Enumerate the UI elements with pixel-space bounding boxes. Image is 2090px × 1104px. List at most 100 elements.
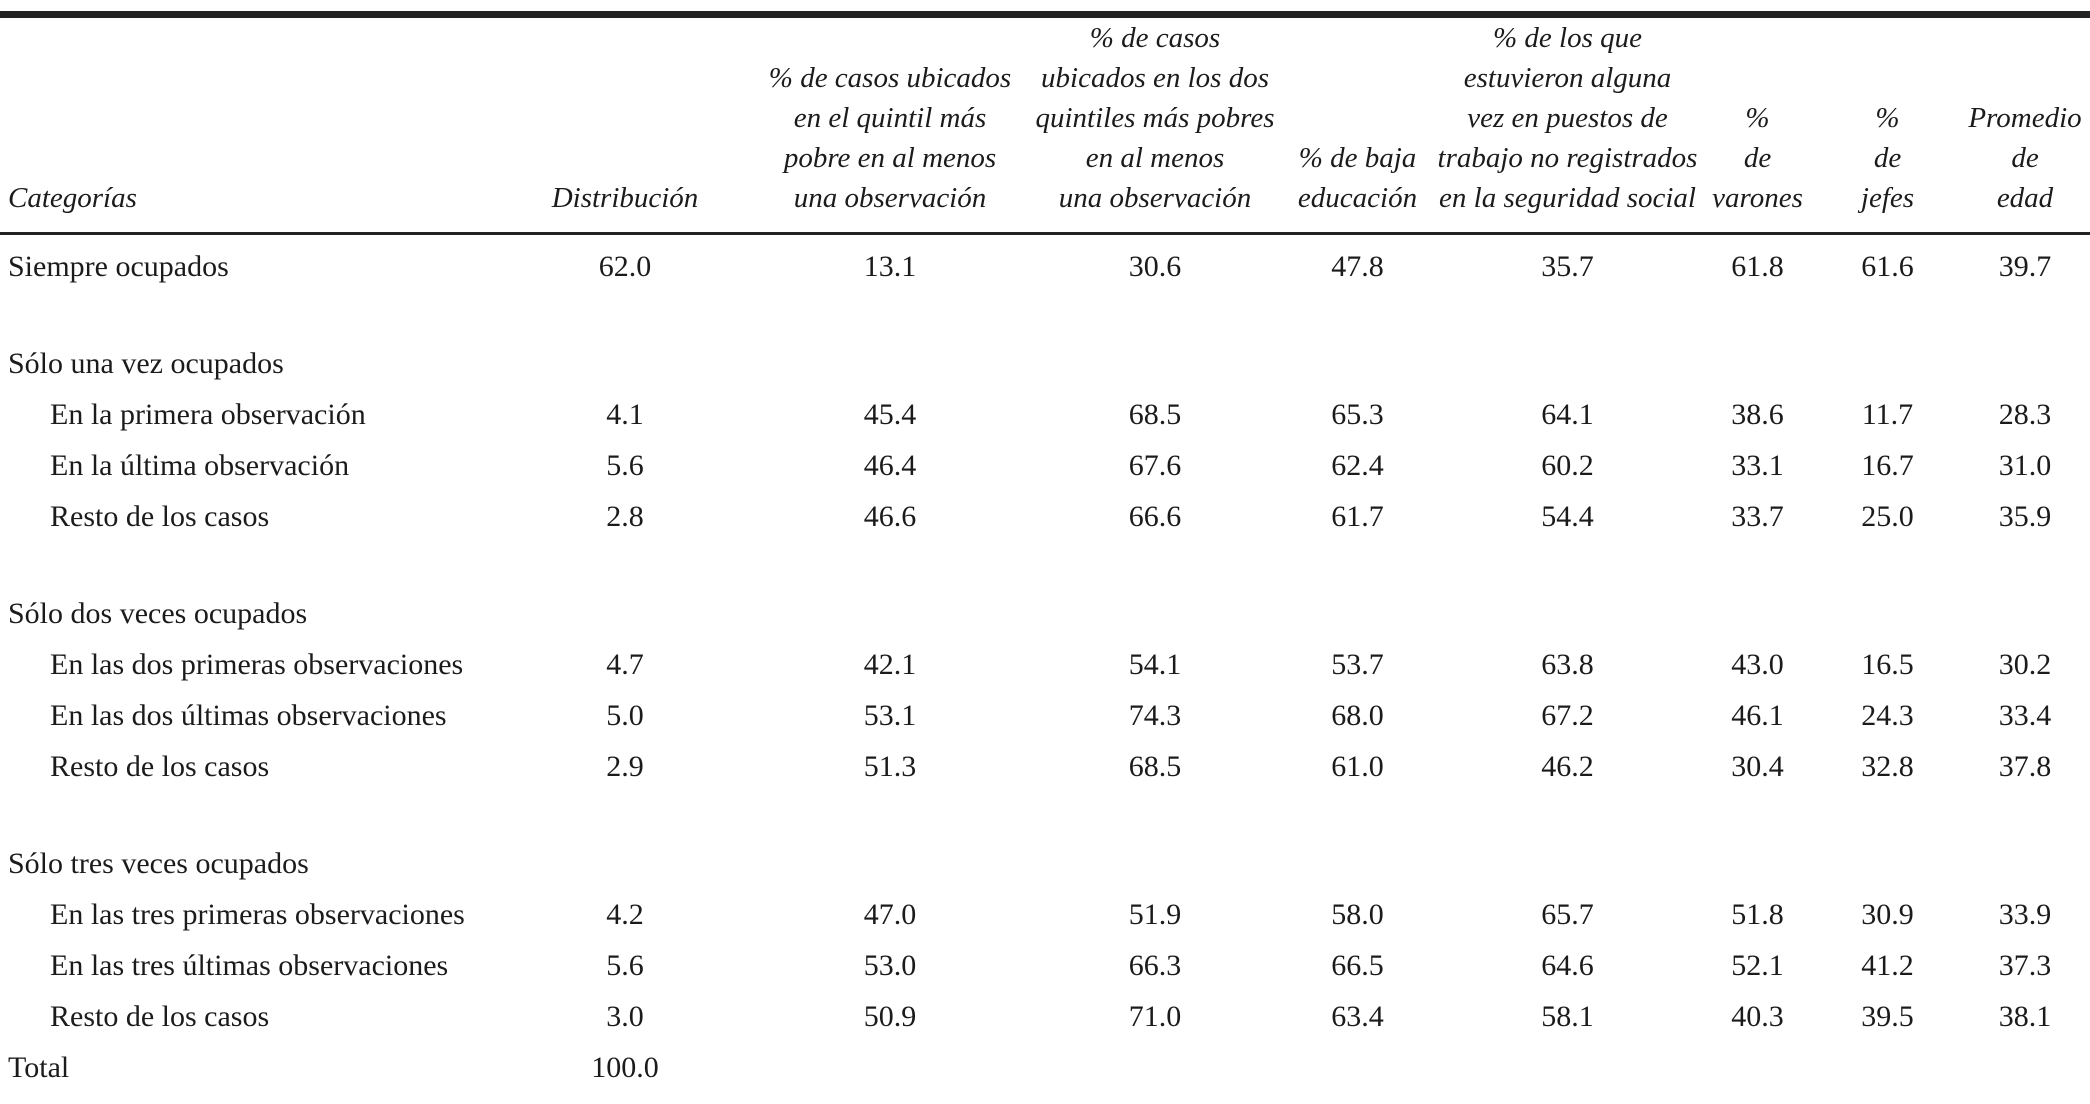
value-cell: 31.0 — [1998, 448, 2052, 482]
value-cell — [1815, 588, 1960, 639]
column-header-line: quintiles más pobres — [1035, 102, 1275, 134]
column-header-line: % — [1875, 102, 1900, 134]
column-header-promedio-edad: Promedio de edad — [1960, 18, 2090, 235]
value-cell: 47.0 — [863, 897, 917, 931]
column-header-line: % de baja — [1298, 142, 1417, 174]
spacer-row — [0, 542, 2090, 588]
category-cell: En las dos últimas observaciones — [50, 698, 447, 732]
value-cell: 35.9 — [1998, 499, 2052, 533]
value-cell: 61.6 — [1861, 249, 1914, 283]
value-cell: 63.8 — [1541, 647, 1594, 681]
value-cell: 53.1 — [863, 698, 917, 732]
value-cell: 51.8 — [1731, 897, 1784, 931]
value-cell — [750, 588, 1030, 639]
column-header-line: Promedio — [1968, 102, 2082, 134]
value-cell — [750, 838, 1030, 889]
value-cell: 68.5 — [1128, 749, 1182, 783]
column-header-line: en el quintil más — [793, 102, 987, 134]
group-label: Sólo una vez ocupados — [8, 346, 284, 380]
group-header-row: Sólo dos veces ocupados — [0, 588, 2090, 639]
column-header-line: jefes — [1860, 182, 1915, 214]
spacer-cell — [0, 542, 2090, 588]
category-cell: Resto de los casos — [50, 499, 270, 533]
value-cell: 50.9 — [863, 999, 917, 1033]
value-cell — [500, 588, 750, 639]
value-cell: 11.7 — [1861, 397, 1914, 431]
value-cell: 38.6 — [1731, 397, 1784, 431]
column-header-line: % de casos — [1089, 22, 1221, 54]
value-cell: 33.1 — [1731, 448, 1784, 482]
column-header-line: educación — [1297, 182, 1418, 214]
value-cell — [1435, 1042, 1700, 1093]
column-header-baja-educacion: % de baja educación — [1280, 18, 1435, 235]
value-cell: 67.6 — [1128, 448, 1182, 482]
value-cell: 40.3 — [1731, 999, 1784, 1033]
column-header-line: en la seguridad social — [1439, 182, 1696, 214]
category-cell: Siempre ocupados — [8, 249, 229, 283]
value-cell: 62.0 — [598, 249, 652, 283]
value-cell: 16.5 — [1861, 647, 1914, 681]
category-cell: En las dos primeras observaciones — [50, 647, 464, 681]
value-cell — [1280, 338, 1435, 389]
value-cell — [1700, 838, 1815, 889]
column-header-categorias: Categorías — [0, 18, 500, 235]
value-cell: 52.1 — [1731, 948, 1784, 982]
value-cell — [1960, 838, 2090, 889]
value-cell: 54.1 — [1128, 647, 1182, 681]
spacer-cell — [0, 292, 2090, 338]
value-cell: 68.5 — [1128, 397, 1182, 431]
value-cell: 30.9 — [1861, 897, 1914, 931]
value-cell — [1280, 1042, 1435, 1093]
value-cell — [1435, 588, 1700, 639]
table-row: Resto de los casos 3.0 50.9 71.0 63.4 58.1 40.… — [0, 991, 2090, 1042]
value-cell: 33.4 — [1998, 698, 2052, 732]
value-cell: 5.6 — [606, 948, 644, 982]
column-header-line: estuvieron alguna — [1463, 62, 1672, 94]
value-cell: 33.9 — [1998, 897, 2052, 931]
value-cell: 46.6 — [863, 499, 917, 533]
column-header-line: vez en puestos de — [1467, 102, 1668, 134]
spacer-row — [0, 292, 2090, 338]
column-header-quintil-mas-pobre: % de casos ubicados en el quintil más pobr… — [750, 18, 1030, 235]
column-header-line: ubicados en los dos — [1041, 62, 1269, 94]
column-header-line: trabajo no registrados — [1437, 142, 1698, 174]
value-cell — [1815, 1042, 1960, 1093]
column-header-line: en al menos — [1085, 142, 1225, 174]
value-cell: 25.0 — [1861, 499, 1914, 533]
value-cell: 16.7 — [1861, 448, 1914, 482]
column-header-line: % de casos ubicados — [768, 62, 1012, 94]
value-cell — [500, 838, 750, 889]
value-cell: 30.6 — [1128, 249, 1182, 283]
value-cell: 30.2 — [1998, 647, 2052, 681]
value-cell: 4.1 — [606, 397, 644, 431]
value-cell: 24.3 — [1861, 698, 1914, 732]
value-cell: 33.7 — [1731, 499, 1784, 533]
value-cell — [1700, 588, 1815, 639]
value-cell: 100.0 — [591, 1050, 659, 1084]
value-cell — [1030, 1042, 1280, 1093]
value-cell: 51.3 — [863, 749, 917, 783]
value-cell: 2.8 — [606, 499, 644, 533]
value-cell: 47.8 — [1331, 249, 1384, 283]
table-top-rule — [0, 11, 2090, 18]
table-body: Siempre ocupados 62.0 13.1 30.6 47.8 35.7 61.8… — [0, 234, 2090, 1094]
value-cell — [750, 1042, 1030, 1093]
group-header-row: Sólo una vez ocupados — [0, 338, 2090, 389]
value-cell — [1280, 588, 1435, 639]
column-header-line: edad — [1996, 182, 2054, 214]
value-cell: 38.1 — [1998, 999, 2052, 1033]
value-cell — [750, 338, 1030, 389]
value-cell: 53.7 — [1331, 647, 1384, 681]
spacer-cell — [0, 792, 2090, 838]
category-cell: En la primera observación — [50, 397, 366, 431]
value-cell: 65.3 — [1331, 397, 1384, 431]
column-header-line: varones — [1712, 182, 1803, 214]
category-cell: Total — [8, 1050, 70, 1084]
table-row: En las dos últimas observaciones 5.0 53.1 7… — [0, 690, 2090, 741]
column-header-distribucion: Distribución — [500, 18, 750, 235]
value-cell: 51.9 — [1128, 897, 1182, 931]
column-header-line: Distribución — [551, 182, 699, 214]
group-label: Sólo tres veces ocupados — [8, 846, 309, 880]
value-cell: 4.7 — [606, 647, 644, 681]
value-cell: 64.6 — [1541, 948, 1594, 982]
